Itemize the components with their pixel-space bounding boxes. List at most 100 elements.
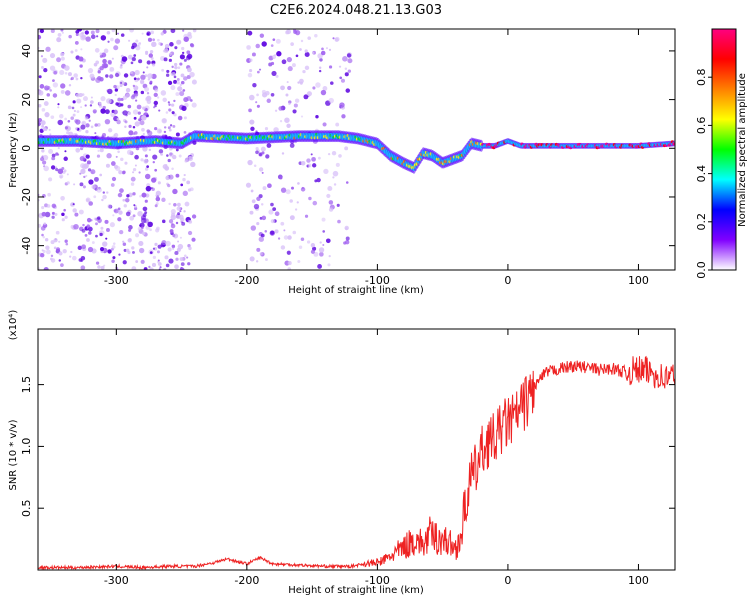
spectrogram-noise-point	[179, 54, 185, 60]
spectrogram-noise-point	[170, 223, 176, 229]
spectrogram-noise-point	[145, 50, 149, 54]
spectrogram-noise-point	[157, 259, 160, 262]
spectrogram-noise-point	[191, 102, 197, 108]
spectrogram-noise-point	[295, 54, 299, 58]
spectrogram-noise-point	[257, 70, 260, 74]
spectrogram-noise-point	[306, 91, 312, 97]
spectrogram-noise-point	[319, 58, 323, 62]
spectrogram-x-axis-label: Height of straight line (km)	[288, 285, 424, 296]
spectrogram-noise-point	[117, 150, 120, 154]
spectrogram-noise-point	[163, 130, 167, 134]
spectrogram-noise-point	[250, 225, 257, 231]
spectrogram-noise-point	[284, 117, 290, 123]
spectrogram-noise-point	[60, 56, 65, 61]
spectrogram-noise-point	[256, 222, 260, 226]
spectrogram-noise-point	[50, 240, 55, 245]
spectrogram-noise-point	[105, 237, 108, 240]
spectrogram-noise-point	[276, 51, 282, 57]
spectrogram-noise-point	[86, 160, 91, 165]
spectrogram-noise-point	[300, 187, 306, 192]
spectrogram-noise-point	[280, 85, 285, 91]
spectrogram-noise-point	[134, 164, 137, 167]
spectrogram-noise-point	[173, 75, 177, 79]
spectrogram-noise-point	[127, 111, 132, 116]
spectrogram-noise-point	[307, 163, 312, 168]
spectrogram-noise-point	[304, 65, 310, 71]
spectrogram-noise-point	[180, 217, 185, 222]
spectrogram-noise-point	[135, 99, 138, 102]
spectrogram-noise-point	[100, 96, 106, 102]
spectrogram-noise-point	[57, 103, 60, 106]
spectrogram-noise-point	[108, 128, 113, 133]
spectrogram-noise-point	[129, 29, 134, 33]
spectrogram-noise-point	[92, 109, 97, 114]
spectrogram-noise-point	[139, 224, 142, 227]
spectrogram-noise-point	[179, 62, 183, 66]
spectrogram-noise-point	[174, 65, 178, 70]
spectrogram-noise-point	[108, 61, 112, 65]
spectrogram-noise-point	[64, 117, 67, 121]
spectrogram-noise-point	[338, 154, 342, 158]
spectrogram-noise-point	[138, 247, 145, 254]
spectrogram-noise-point	[79, 65, 83, 68]
spectrogram-noise-point	[306, 240, 311, 244]
spectrogram-noise-point	[99, 65, 104, 71]
spectrogram-noise-point	[170, 212, 176, 217]
spectrogram-noise-point	[272, 38, 276, 41]
spectrogram-noise-point	[292, 230, 297, 235]
spectrogram-noise-point	[312, 86, 316, 90]
spectrogram-noise-point	[101, 132, 106, 137]
spectrogram-noise-point	[127, 238, 132, 243]
spectrogram-noise-point	[71, 106, 75, 110]
spectrogram-noise-point	[144, 86, 150, 92]
spectrogram-noise-point	[335, 122, 340, 127]
spectrogram-noise-point	[170, 103, 175, 107]
spectrogram-noise-point	[298, 245, 303, 249]
snr-x-ticks: -300 -200 -100 0 100	[104, 329, 649, 587]
spectrogram-noise-point	[149, 228, 152, 232]
spectrogram-noise-point	[180, 262, 185, 267]
snr-x-tick-label: -100	[365, 574, 390, 587]
spectrogram-noise-point	[51, 211, 55, 215]
spectrogram-noise-point	[245, 182, 252, 188]
spectrogram-y-tick-label: -40	[20, 237, 33, 255]
spectrogram-noise-point	[286, 123, 291, 128]
spectrogram-noise-point	[274, 109, 278, 112]
spectrogram-noise-point	[133, 206, 138, 211]
spectrogram-noise-point	[154, 168, 158, 172]
spectrogram-noise-point	[82, 29, 85, 32]
spectrogram-noise-point	[153, 92, 158, 98]
spectrogram-noise-point	[266, 143, 272, 148]
spectrogram-noise-point	[140, 90, 145, 95]
spectrogram-noise-point	[147, 78, 151, 81]
spectrogram-noise-point	[181, 221, 186, 226]
spectrogram-noise-point	[315, 114, 319, 119]
spectrogram-noise-point	[95, 29, 100, 34]
spectrogram-noise-point	[134, 121, 140, 127]
spectrogram-noise-point	[106, 153, 112, 159]
spectrogram-noise-point	[259, 33, 265, 38]
spectrogram-noise-point	[144, 74, 148, 77]
spectrogram-noise-point	[69, 255, 72, 258]
spectrogram-noise-point	[73, 223, 79, 230]
spectrogram-noise-point	[130, 71, 133, 75]
spectrogram-noise-point	[172, 233, 176, 238]
spectrogram-noise-point	[42, 127, 47, 132]
spectrogram-noise-point	[138, 171, 141, 174]
spectrogram-noise-point	[285, 93, 289, 97]
spectrogram-noise-point	[122, 170, 126, 174]
spectrogram-noise-point	[153, 106, 156, 109]
spectrogram-noise-point	[176, 206, 181, 211]
spectrogram-noise-point	[321, 47, 324, 51]
spectrogram-noise-point	[313, 251, 319, 257]
spectrogram-noise-point	[179, 267, 185, 270]
spectrogram-noise-point	[144, 167, 149, 171]
spectrogram-noise-point	[132, 214, 136, 218]
spectrogram-noise-point	[279, 120, 283, 123]
spectrogram-y-tick-label: 40	[20, 44, 33, 58]
spectrogram-noise-point	[87, 168, 92, 172]
spectrogram-noise-point	[328, 97, 334, 104]
spectrogram-noise-point	[38, 75, 42, 79]
spectrogram-noise-point	[164, 255, 169, 260]
spectrogram-noise-point	[85, 174, 88, 177]
